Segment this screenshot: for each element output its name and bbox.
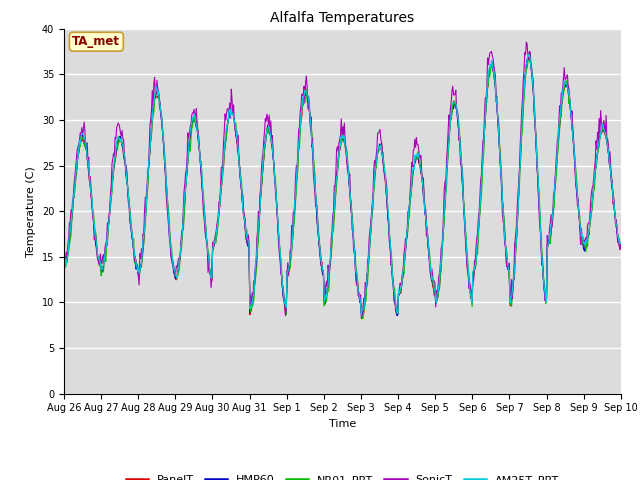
Y-axis label: Temperature (C): Temperature (C) [26, 166, 36, 257]
Legend: PanelT, HMP60, NR01_PRT, SonicT, AM25T_PRT: PanelT, HMP60, NR01_PRT, SonicT, AM25T_P… [122, 470, 563, 480]
Title: Alfalfa Temperatures: Alfalfa Temperatures [270, 11, 415, 25]
X-axis label: Time: Time [329, 419, 356, 429]
Text: TA_met: TA_met [72, 35, 120, 48]
